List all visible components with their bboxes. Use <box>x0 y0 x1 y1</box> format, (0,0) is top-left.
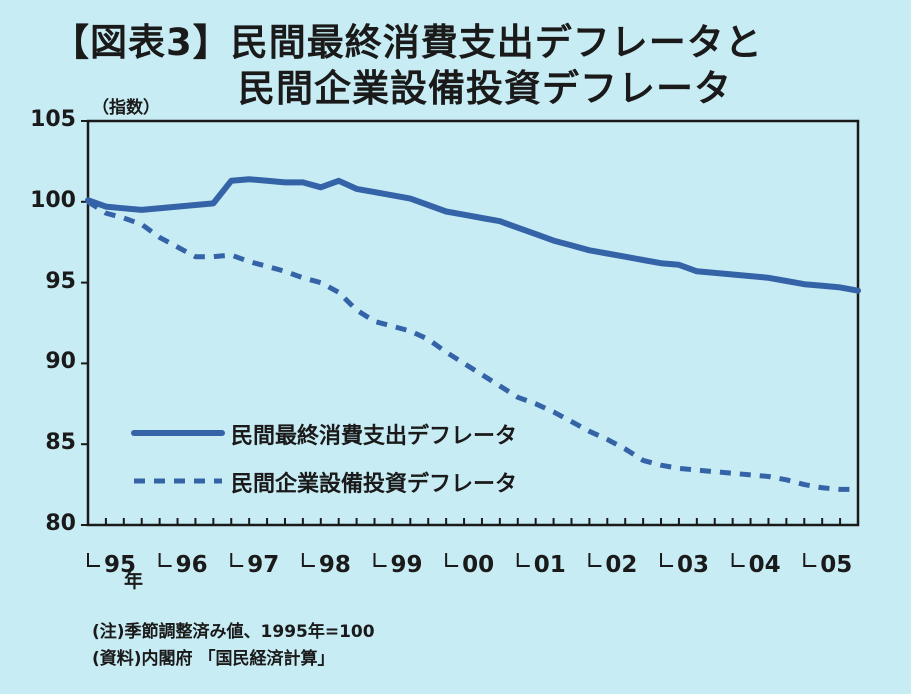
series-line-1 <box>85 176 861 294</box>
x-tick-label: 97 <box>247 552 280 578</box>
x-year-marker <box>373 553 387 567</box>
y-tick-label: 80 <box>45 511 76 536</box>
x-tick-label: 95 <box>104 552 137 578</box>
x-year-marker <box>87 553 100 567</box>
x-tick-label: 98 <box>318 552 351 578</box>
footnote-source: (資料)内閣府 「国民経済計算」 <box>92 649 335 669</box>
x-tick-label: 00 <box>462 552 495 578</box>
y-tick-label: 95 <box>45 268 76 294</box>
series-line-2 <box>86 199 858 492</box>
x-year-marker <box>803 553 817 567</box>
x-year-marker <box>301 553 315 567</box>
x-tick-label: 02 <box>605 552 638 578</box>
legend-label-1: 民間最終消費支出デフレータ <box>231 424 518 449</box>
x-tick-label: 04 <box>748 552 781 578</box>
x-tick-label: 03 <box>677 552 710 578</box>
footnote-note: (注)季節調整済み値、1995年=100 <box>92 622 375 642</box>
chart-series <box>85 176 861 492</box>
y-tick-label: 90 <box>45 349 76 375</box>
y-tick-label: 105 <box>30 107 76 132</box>
x-tick-label: 99 <box>390 552 423 578</box>
chart-axes <box>81 119 860 567</box>
y-tick-label: 85 <box>45 430 76 456</box>
x-axis-year-unit: 年 <box>124 570 144 592</box>
x-year-marker <box>731 553 745 567</box>
x-tick-label: 96 <box>175 552 208 578</box>
chart-legend-lines <box>131 430 225 484</box>
x-year-marker <box>230 553 244 567</box>
legend-label-2: 民間企業設備投資デフレータ <box>231 472 518 497</box>
plot-frame <box>86 119 860 527</box>
x-year-marker <box>158 553 172 567</box>
chart-title-line-2: 民間企業設備投資デフレータ <box>238 67 732 110</box>
x-year-marker <box>660 553 674 567</box>
x-year-marker <box>445 553 459 567</box>
x-year-marker <box>516 553 530 567</box>
x-tick-label: 01 <box>533 552 566 578</box>
chart-title-line-1: 【図表3】民間最終消費支出デフレータと <box>52 21 763 64</box>
x-year-marker <box>588 553 602 567</box>
y-axis-unit-label: （指数） <box>92 98 160 118</box>
y-tick-label: 100 <box>30 187 76 213</box>
x-tick-label: 05 <box>820 552 853 578</box>
